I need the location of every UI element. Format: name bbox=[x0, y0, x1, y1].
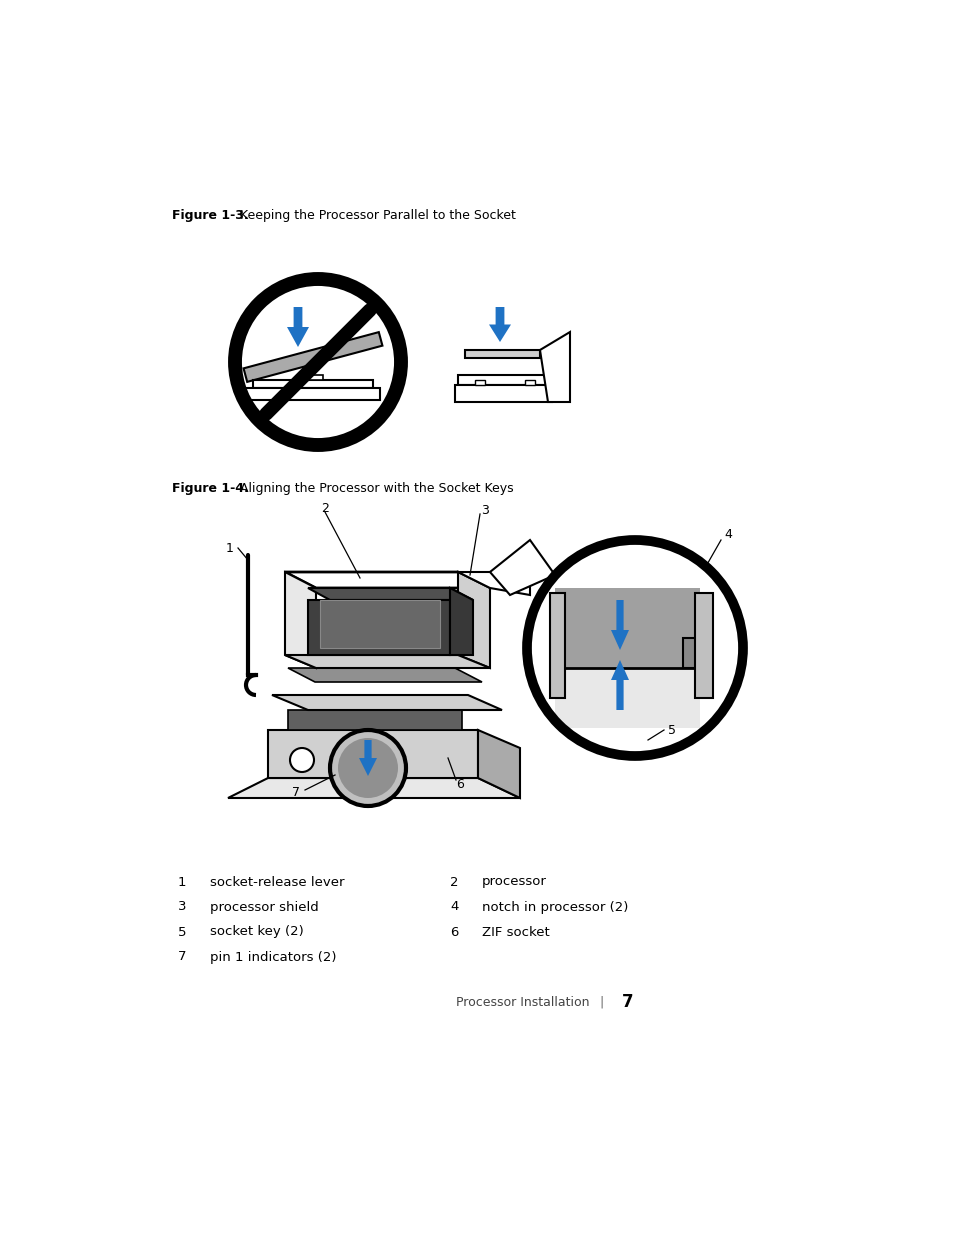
Text: ZIF socket: ZIF socket bbox=[481, 925, 549, 939]
Text: 2: 2 bbox=[450, 876, 458, 888]
Polygon shape bbox=[319, 600, 439, 648]
Polygon shape bbox=[297, 375, 323, 380]
Polygon shape bbox=[308, 588, 473, 600]
Text: 6: 6 bbox=[456, 778, 463, 790]
Polygon shape bbox=[555, 588, 700, 668]
Polygon shape bbox=[288, 668, 481, 682]
Polygon shape bbox=[555, 588, 700, 668]
Polygon shape bbox=[272, 695, 501, 710]
Text: 3: 3 bbox=[480, 504, 489, 516]
Text: socket key (2): socket key (2) bbox=[210, 925, 303, 939]
Polygon shape bbox=[253, 380, 373, 388]
Polygon shape bbox=[243, 332, 382, 382]
Text: 4: 4 bbox=[450, 900, 457, 914]
Text: 6: 6 bbox=[450, 925, 457, 939]
Polygon shape bbox=[457, 375, 547, 385]
Text: Figure 1-4.: Figure 1-4. bbox=[172, 482, 249, 495]
Polygon shape bbox=[308, 600, 450, 655]
Text: Keeping the Processor Parallel to the Socket: Keeping the Processor Parallel to the So… bbox=[240, 209, 516, 222]
FancyArrow shape bbox=[489, 308, 511, 342]
Polygon shape bbox=[477, 730, 519, 798]
Text: 2: 2 bbox=[321, 501, 329, 515]
Circle shape bbox=[330, 730, 406, 806]
Text: processor shield: processor shield bbox=[210, 900, 318, 914]
Polygon shape bbox=[268, 730, 477, 778]
Text: Processor Installation: Processor Installation bbox=[456, 995, 589, 1009]
Text: 7: 7 bbox=[621, 993, 633, 1011]
Text: notch in processor (2): notch in processor (2) bbox=[481, 900, 628, 914]
Text: Figure 1-3.: Figure 1-3. bbox=[172, 209, 249, 222]
Text: 5: 5 bbox=[667, 724, 676, 736]
Text: Aligning the Processor with the Socket Keys: Aligning the Processor with the Socket K… bbox=[240, 482, 513, 495]
Polygon shape bbox=[550, 593, 564, 698]
Text: 1: 1 bbox=[226, 541, 233, 555]
Text: socket-release lever: socket-release lever bbox=[210, 876, 344, 888]
Polygon shape bbox=[455, 385, 552, 403]
Polygon shape bbox=[285, 572, 490, 588]
Text: 4: 4 bbox=[723, 529, 731, 541]
Circle shape bbox=[240, 284, 395, 440]
Text: pin 1 indicators (2): pin 1 indicators (2) bbox=[210, 951, 336, 963]
Polygon shape bbox=[457, 572, 530, 595]
Polygon shape bbox=[450, 588, 473, 655]
Text: 7: 7 bbox=[292, 785, 299, 799]
Polygon shape bbox=[464, 350, 539, 358]
FancyArrow shape bbox=[358, 740, 376, 776]
Text: processor: processor bbox=[481, 876, 546, 888]
Text: 3: 3 bbox=[178, 900, 186, 914]
Polygon shape bbox=[524, 380, 535, 385]
Polygon shape bbox=[682, 638, 709, 668]
FancyArrow shape bbox=[610, 600, 628, 650]
Polygon shape bbox=[490, 540, 555, 595]
FancyArrow shape bbox=[610, 659, 628, 710]
Polygon shape bbox=[555, 668, 700, 727]
Polygon shape bbox=[285, 655, 490, 668]
Circle shape bbox=[290, 748, 314, 772]
Text: 7: 7 bbox=[178, 951, 186, 963]
Polygon shape bbox=[475, 380, 484, 385]
Polygon shape bbox=[228, 778, 519, 798]
Polygon shape bbox=[288, 710, 461, 730]
Polygon shape bbox=[457, 572, 490, 668]
Polygon shape bbox=[285, 572, 315, 668]
Polygon shape bbox=[695, 593, 712, 698]
Text: 5: 5 bbox=[178, 925, 186, 939]
Text: |: | bbox=[599, 995, 603, 1009]
Circle shape bbox=[526, 540, 742, 756]
FancyArrow shape bbox=[287, 308, 309, 347]
Text: 1: 1 bbox=[178, 876, 186, 888]
Circle shape bbox=[337, 739, 397, 798]
Polygon shape bbox=[539, 332, 569, 403]
Polygon shape bbox=[246, 388, 379, 400]
